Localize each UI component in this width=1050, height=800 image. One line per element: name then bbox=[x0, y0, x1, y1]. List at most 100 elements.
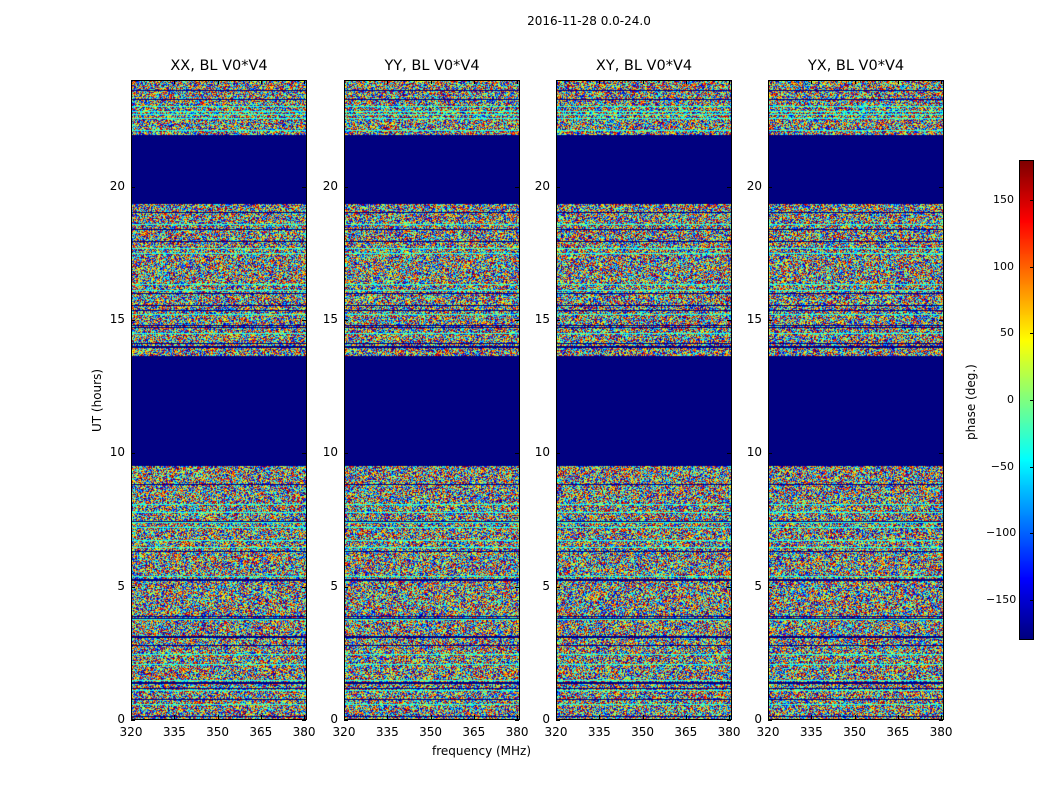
x-tick-mark bbox=[854, 715, 856, 719]
x-tick-mark bbox=[729, 715, 731, 719]
colorbar-tick-label: −150 bbox=[986, 593, 1017, 606]
y-tick-label: 20 bbox=[109, 178, 125, 193]
x-tick-mark bbox=[387, 80, 389, 84]
x-tick-label: 320 bbox=[544, 725, 568, 739]
y-tick-mark bbox=[131, 320, 135, 321]
x-tick-mark bbox=[941, 80, 943, 84]
y-tick-mark bbox=[344, 320, 348, 321]
x-tick-label: 335 bbox=[375, 725, 399, 739]
heatmap-panel-yx bbox=[768, 80, 944, 720]
y-tick-mark bbox=[344, 453, 348, 455]
heatmap-panel-xy bbox=[556, 80, 732, 720]
y-tick-mark bbox=[302, 453, 306, 455]
x-tick-label: 365 bbox=[249, 725, 273, 739]
y-tick-mark bbox=[727, 186, 731, 188]
y-tick-mark bbox=[515, 453, 519, 455]
x-tick-mark bbox=[517, 715, 519, 719]
x-tick-label: 320 bbox=[119, 725, 143, 739]
x-tick-mark bbox=[131, 715, 132, 719]
y-tick-mark bbox=[727, 720, 731, 721]
y-tick-mark bbox=[344, 186, 348, 188]
y-tick-mark bbox=[556, 586, 560, 588]
x-tick-label: 335 bbox=[799, 725, 823, 739]
x-tick-mark bbox=[768, 80, 769, 84]
x-tick-mark bbox=[685, 715, 687, 719]
x-tick-mark bbox=[897, 80, 899, 84]
y-tick-label: 0 bbox=[542, 712, 550, 726]
x-tick-mark bbox=[304, 80, 306, 84]
x-tick-mark bbox=[599, 80, 601, 84]
colorbar-tick-mark bbox=[1030, 533, 1034, 535]
x-tick-mark bbox=[729, 80, 731, 84]
y-tick-mark bbox=[131, 720, 135, 721]
y-tick-mark bbox=[939, 586, 943, 588]
colorbar-tick-mark bbox=[1030, 266, 1034, 268]
x-tick-label: 320 bbox=[332, 725, 356, 739]
y-tick-label: 20 bbox=[322, 178, 338, 193]
y-tick-mark bbox=[556, 320, 560, 321]
y-tick-label: 10 bbox=[109, 445, 125, 460]
figure-suptitle: 2016-11-28 0.0-24.0 bbox=[527, 14, 651, 28]
x-tick-label: 380 bbox=[717, 725, 741, 739]
y-tick-label: 0 bbox=[754, 712, 762, 726]
panel-title-xx: XX, BL V0*V4 bbox=[170, 58, 268, 74]
y-tick-mark bbox=[131, 453, 135, 455]
y-tick-label: 5 bbox=[117, 578, 125, 593]
y-tick-label: 5 bbox=[330, 578, 338, 593]
x-tick-label: 335 bbox=[587, 725, 611, 739]
y-tick-label: 10 bbox=[534, 445, 550, 460]
y-tick-mark bbox=[556, 186, 560, 188]
y-tick-label: 0 bbox=[330, 712, 338, 726]
y-tick-mark bbox=[302, 186, 306, 188]
colorbar-tick-mark bbox=[1030, 333, 1034, 335]
y-tick-label: 15 bbox=[109, 312, 125, 326]
x-tick-mark bbox=[768, 715, 769, 719]
colorbar-label: phase (deg.) bbox=[964, 364, 978, 440]
y-tick-mark bbox=[768, 320, 772, 321]
heatmap-panel-yy bbox=[344, 80, 520, 720]
x-axis-label: frequency (MHz) bbox=[432, 744, 532, 758]
colorbar-tick-mark bbox=[1030, 466, 1034, 468]
x-tick-label: 350 bbox=[843, 725, 866, 739]
y-tick-mark bbox=[727, 453, 731, 455]
colorbar-tick-label: 100 bbox=[993, 259, 1014, 273]
heatmap-panel-xx bbox=[131, 80, 307, 720]
colorbar-tick-label: 0 bbox=[1007, 393, 1014, 406]
x-tick-mark bbox=[897, 715, 899, 719]
x-tick-mark bbox=[304, 715, 306, 719]
heatmap-canvas-xy bbox=[557, 81, 731, 719]
y-tick-mark bbox=[515, 586, 519, 588]
y-tick-mark bbox=[556, 720, 560, 721]
colorbar-tick-mark bbox=[1030, 200, 1034, 201]
y-tick-mark bbox=[515, 720, 519, 721]
y-tick-mark bbox=[344, 720, 348, 721]
x-tick-mark bbox=[642, 80, 644, 84]
y-tick-mark bbox=[768, 186, 772, 188]
x-tick-mark bbox=[685, 80, 687, 84]
x-tick-mark bbox=[556, 715, 557, 719]
x-tick-label: 350 bbox=[206, 725, 229, 739]
y-tick-mark bbox=[939, 453, 943, 455]
y-tick-mark bbox=[939, 320, 943, 321]
y-tick-mark bbox=[131, 586, 135, 588]
y-tick-label: 10 bbox=[746, 445, 762, 460]
y-axis-label: UT (hours) bbox=[90, 368, 104, 432]
x-tick-label: 350 bbox=[631, 725, 654, 739]
y-tick-label: 15 bbox=[746, 312, 762, 326]
x-tick-label: 380 bbox=[929, 725, 953, 739]
heatmap-canvas-yy bbox=[345, 81, 519, 719]
x-tick-label: 380 bbox=[292, 725, 316, 739]
x-tick-label: 380 bbox=[505, 725, 529, 739]
y-tick-mark bbox=[302, 720, 306, 721]
x-tick-mark bbox=[344, 80, 345, 84]
y-tick-mark bbox=[344, 586, 348, 588]
panel-title-xy: XY, BL V0*V4 bbox=[595, 58, 693, 74]
x-tick-mark bbox=[473, 80, 475, 84]
y-tick-mark bbox=[727, 320, 731, 321]
x-tick-label: 365 bbox=[674, 725, 698, 739]
x-tick-mark bbox=[174, 80, 176, 84]
colorbar-tick-mark bbox=[1030, 400, 1034, 401]
y-tick-label: 5 bbox=[754, 578, 762, 593]
y-tick-mark bbox=[515, 320, 519, 321]
heatmap-canvas-xx bbox=[132, 81, 306, 719]
